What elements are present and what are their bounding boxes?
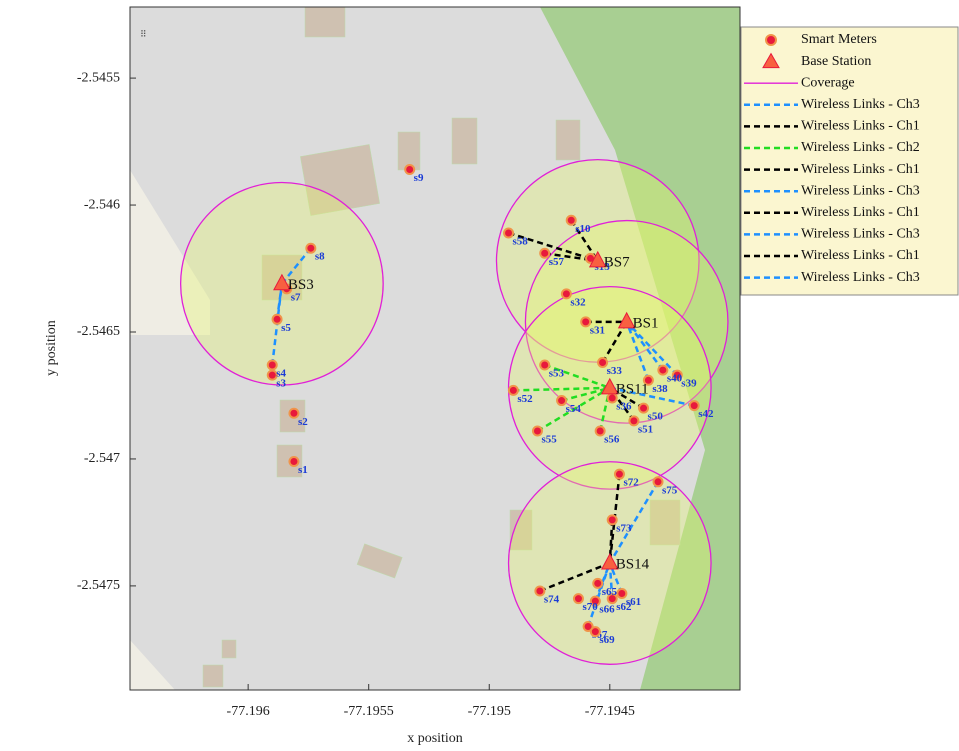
meter-label: s4 [276, 368, 286, 380]
x-tick-label: -77.1955 [344, 704, 394, 719]
legend-label: Wireless Links - Ch3 [801, 270, 920, 285]
meter-label: s51 [638, 423, 653, 435]
meter-label: s5 [281, 322, 291, 334]
legend-marker [766, 35, 776, 45]
meter-label: s2 [298, 416, 308, 428]
legend-label: Wireless Links - Ch1 [801, 205, 920, 220]
x-tick-label: -77.196 [227, 704, 270, 719]
meter-label: s72 [623, 477, 639, 489]
meter-label: s70 [582, 601, 598, 613]
x-axis-label: x position [407, 731, 463, 746]
chart: s1s2s3s4s5s7s8s9s10s13s57s58s31s32s33s38… [0, 0, 959, 751]
meter-label: s1 [298, 464, 308, 476]
map-icon: ⠿ [140, 29, 147, 39]
meter-label: s54 [566, 403, 582, 415]
legend-label: Wireless Links - Ch1 [801, 119, 920, 134]
legend-label: Base Station [801, 54, 871, 69]
base-station-label: BS3 [288, 277, 314, 293]
legend-label: Wireless Links - Ch3 [801, 183, 920, 198]
meter-label: s74 [544, 594, 560, 606]
y-tick-label: -2.5475 [77, 578, 120, 593]
legend-label: Wireless Links - Ch3 [801, 227, 920, 242]
legend-label: Wireless Links - Ch1 [801, 248, 920, 263]
meter-label: s32 [570, 296, 586, 308]
meter-label: s38 [652, 383, 668, 395]
legend-label: Smart Meters [801, 32, 877, 47]
y-tick-label: -2.547 [84, 451, 120, 466]
meter-label: s57 [549, 256, 565, 268]
legend-label: Coverage [801, 75, 855, 90]
meter-label: s66 [599, 604, 615, 616]
y-tick-label: -2.5465 [77, 324, 120, 339]
meter-label: s33 [607, 365, 623, 377]
meter-label: s39 [681, 378, 697, 390]
legend-label: Wireless Links - Ch1 [801, 162, 920, 177]
meter-label: s69 [599, 634, 615, 646]
meter-label: s8 [315, 251, 325, 263]
legend-label: Wireless Links - Ch2 [801, 140, 920, 155]
meter-label: s9 [414, 172, 424, 184]
meter-label: s36 [616, 401, 632, 413]
base-station-label: BS7 [604, 254, 630, 270]
x-tick-label: -77.195 [468, 704, 511, 719]
meter-label: s10 [575, 223, 591, 235]
meter-label: s55 [541, 434, 557, 446]
meter-label: s50 [648, 411, 664, 423]
legend-label: Wireless Links - Ch3 [801, 97, 920, 112]
meter-label: s56 [604, 434, 620, 446]
meter-label: s58 [513, 236, 529, 248]
base-station-label: BS1 [633, 315, 659, 331]
y-tick-label: -2.546 [84, 197, 120, 212]
meter-label: s31 [590, 324, 605, 336]
base-station-label: BS11 [616, 381, 649, 397]
meter-label: s52 [517, 393, 533, 405]
meter-label: s65 [602, 586, 618, 598]
x-tick-label: -77.1945 [585, 704, 635, 719]
y-tick-label: -2.5455 [77, 70, 120, 85]
base-station-label: BS14 [616, 556, 650, 572]
meter-label: s53 [549, 368, 565, 380]
meter-label: s75 [662, 484, 678, 496]
meter-label: s73 [616, 522, 632, 534]
meter-label: s42 [698, 408, 714, 420]
meter-label: s40 [667, 373, 683, 385]
y-axis-label: y position [44, 320, 59, 376]
meter-label: s62 [616, 601, 632, 613]
